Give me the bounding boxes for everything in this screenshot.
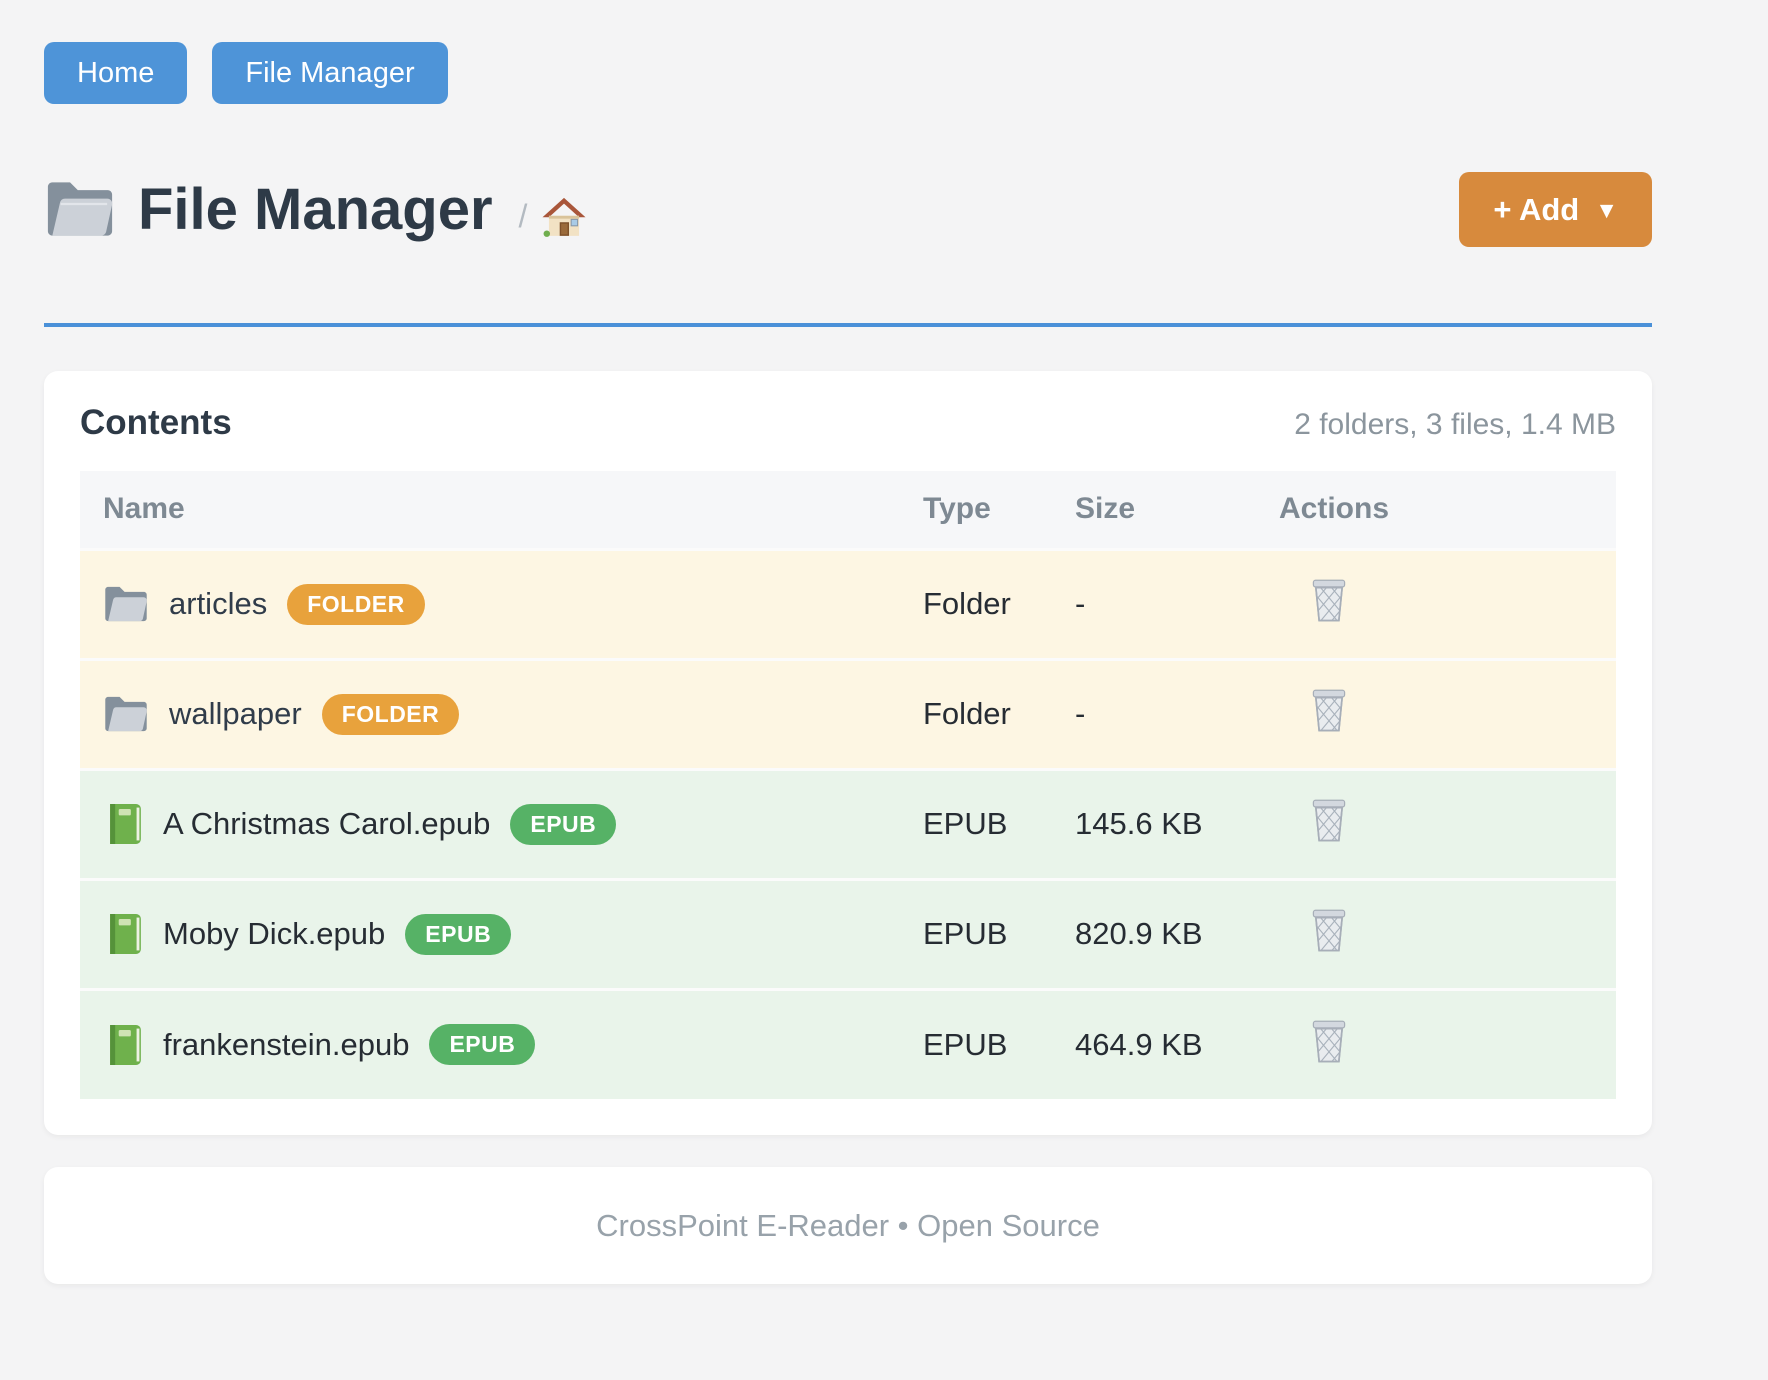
file-link[interactable]: A Christmas Carol.epub EPUB: [103, 801, 617, 847]
file-table: Name Type Size Actions articles FOLDER: [80, 471, 1616, 1099]
footer: CrossPoint E-Reader • Open Source: [44, 1167, 1652, 1284]
type-badge: FOLDER: [287, 583, 425, 625]
type-cell: Folder: [923, 696, 1011, 731]
trash-icon[interactable]: [1309, 907, 1349, 953]
file-link[interactable]: articles FOLDER: [103, 583, 425, 625]
nav-home-button[interactable]: Home: [44, 42, 188, 104]
folder-icon: [103, 584, 149, 624]
column-header-name: Name: [80, 471, 923, 549]
table-row: articles FOLDER Folder -: [80, 549, 1616, 659]
file-manager-page: Home File Manager File Manager /: [44, 42, 1652, 1284]
actions-cell: [1279, 879, 1616, 989]
home-icon[interactable]: [541, 195, 587, 238]
book-icon: [103, 1022, 143, 1068]
trash-icon[interactable]: [1309, 577, 1349, 623]
add-button[interactable]: + Add ▼: [1459, 172, 1652, 247]
file-name: wallpaper: [169, 696, 302, 731]
trash-icon[interactable]: [1309, 797, 1349, 843]
page-header: File Manager / + Add ▼: [44, 172, 1652, 247]
header-divider: [44, 323, 1652, 327]
book-icon: [103, 911, 143, 957]
actions-cell: [1279, 769, 1616, 879]
type-badge: EPUB: [429, 1024, 536, 1066]
file-name: articles: [169, 586, 268, 621]
trash-icon[interactable]: [1309, 1018, 1349, 1064]
contents-card-header: Contents 2 folders, 3 files, 1.4 MB: [80, 403, 1616, 443]
contents-card: Contents 2 folders, 3 files, 1.4 MB Name…: [44, 371, 1652, 1135]
book-icon: [103, 801, 143, 847]
type-badge: EPUB: [405, 913, 512, 955]
size-cell: 820.9 KB: [1075, 916, 1203, 951]
file-name: A Christmas Carol.epub: [163, 806, 491, 841]
table-row: A Christmas Carol.epub EPUB EPUB 145.6 K…: [80, 769, 1616, 879]
actions-cell: [1279, 549, 1616, 659]
file-name: frankenstein.epub: [163, 1026, 410, 1062]
top-nav: Home File Manager: [44, 42, 1652, 104]
page-title-text: File Manager: [138, 176, 493, 242]
size-cell: -: [1075, 696, 1086, 731]
size-cell: -: [1075, 586, 1086, 621]
breadcrumb: /: [519, 195, 588, 238]
file-table-body: articles FOLDER Folder -: [80, 549, 1616, 1099]
actions-cell: [1279, 659, 1616, 769]
column-header-actions: Actions: [1279, 471, 1616, 549]
table-header-row: Name Type Size Actions: [80, 471, 1616, 549]
size-cell: 464.9 KB: [1075, 1026, 1203, 1062]
trash-icon[interactable]: [1309, 687, 1349, 733]
table-row: Moby Dick.epub EPUB EPUB 820.9 KB: [80, 879, 1616, 989]
contents-title: Contents: [80, 403, 232, 442]
footer-text: CrossPoint E-Reader • Open Source: [596, 1207, 1100, 1243]
file-link[interactable]: wallpaper FOLDER: [103, 693, 460, 735]
type-badge: FOLDER: [321, 693, 460, 735]
type-cell: EPUB: [923, 1026, 1008, 1062]
chevron-down-icon: ▼: [1595, 197, 1618, 223]
table-row: frankenstein.epub EPUB EPUB 464.9 KB: [80, 989, 1616, 1099]
type-cell: Folder: [923, 586, 1011, 621]
folder-icon: [103, 694, 149, 734]
table-row: wallpaper FOLDER Folder -: [80, 659, 1616, 769]
size-cell: 145.6 KB: [1075, 806, 1203, 841]
actions-cell: [1279, 989, 1616, 1099]
file-link[interactable]: frankenstein.epub EPUB: [103, 1022, 536, 1068]
nav-file-manager-button[interactable]: File Manager: [212, 42, 448, 104]
folder-icon: [44, 178, 116, 240]
type-cell: EPUB: [923, 916, 1008, 951]
breadcrumb-separator: /: [518, 198, 528, 234]
column-header-size: Size: [1075, 471, 1279, 549]
page-title: File Manager: [44, 176, 493, 242]
column-header-type: Type: [923, 471, 1075, 549]
contents-summary: 2 folders, 3 files, 1.4 MB: [1294, 408, 1616, 441]
add-button-label: + Add: [1493, 191, 1580, 227]
file-link[interactable]: Moby Dick.epub EPUB: [103, 911, 512, 957]
type-badge: EPUB: [510, 803, 617, 845]
file-name: Moby Dick.epub: [163, 916, 386, 951]
type-cell: EPUB: [923, 806, 1008, 841]
